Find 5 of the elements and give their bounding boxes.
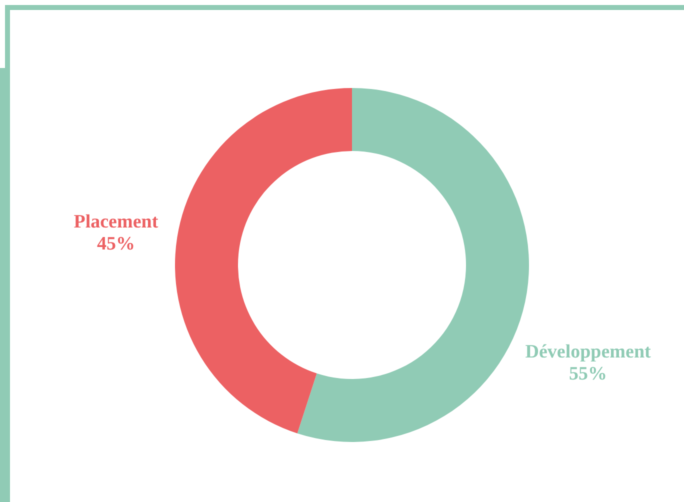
donut-slice bbox=[175, 88, 352, 434]
data-label: 45% bbox=[96, 234, 135, 255]
slice-label: Développement bbox=[525, 341, 652, 362]
data-label: 55% bbox=[569, 363, 608, 384]
slice-label: Placement bbox=[74, 212, 159, 233]
